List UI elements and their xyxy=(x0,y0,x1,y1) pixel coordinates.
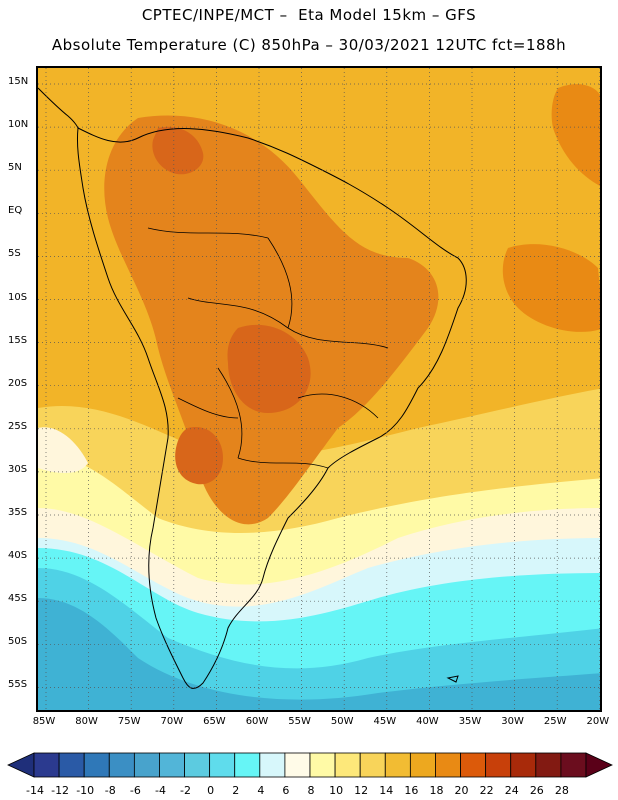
colorbar-swatch xyxy=(83,752,110,778)
colorbar-tick-label: 26 xyxy=(529,784,544,797)
colorbar-tick-label: 4 xyxy=(257,784,265,797)
lat-label: 25S xyxy=(8,420,28,432)
lon-label: 30W xyxy=(501,716,524,727)
colorbar-tick-label: 20 xyxy=(454,784,469,797)
colorbar-tick-label: 2 xyxy=(232,784,240,797)
lat-label: 15N xyxy=(8,76,29,87)
colorbar-swatch xyxy=(184,752,211,778)
colorbar-swatch xyxy=(435,752,461,778)
colorbar-tick-label: 16 xyxy=(404,784,419,797)
lon-label: 20W xyxy=(586,716,610,727)
colorbar-tick-label: 6 xyxy=(282,784,290,797)
colorbar-swatch xyxy=(234,752,261,778)
colorbar-swatch xyxy=(108,752,135,778)
lat-label: 55S xyxy=(8,679,28,691)
coastline-central-america xyxy=(38,87,79,129)
lat-label: 10S xyxy=(8,291,28,303)
field-land-hotter-1 xyxy=(227,324,311,413)
colorbar-tick-label: 18 xyxy=(429,784,444,797)
colorbar-swatch xyxy=(384,752,411,778)
field-hot-atlantic xyxy=(502,244,600,332)
lon-label: 80W xyxy=(75,716,98,727)
colorbar-swatch xyxy=(560,752,587,778)
lat-label: 40S xyxy=(8,550,28,562)
field-land-hotter-3 xyxy=(152,126,204,175)
colorbar-tick-label: -12 xyxy=(51,784,70,797)
lat-label: 10N xyxy=(8,119,29,131)
colorbar-tick-label: 14 xyxy=(379,784,394,797)
lon-label: 60W xyxy=(245,716,269,727)
colorbar-swatch xyxy=(159,752,185,778)
colorbar-swatch xyxy=(209,752,236,778)
border-lines xyxy=(147,227,389,469)
coastline-south-america xyxy=(77,127,467,689)
colorbar-under-arrow xyxy=(7,752,35,778)
field-sky-blue xyxy=(38,598,600,710)
lat-label: 20S xyxy=(8,377,28,389)
colorbar-swatch xyxy=(284,752,311,778)
colorbar-swatch xyxy=(309,752,336,778)
lat-label: 5N xyxy=(8,162,22,174)
colorbar-tick-label: -8 xyxy=(104,784,116,797)
colorbar-swatch xyxy=(510,752,537,778)
lat-label: 5S xyxy=(8,248,21,260)
colorbar-swatch xyxy=(334,752,361,778)
lat-label: 30S xyxy=(8,463,28,475)
lat-label: 50S xyxy=(8,636,28,648)
lon-label: 35W xyxy=(458,716,482,727)
colorbar-tick-label: -10 xyxy=(76,784,95,797)
lat-label: 35S xyxy=(8,507,28,518)
map-canvas xyxy=(38,68,600,710)
colorbar-tick-label: 8 xyxy=(307,784,315,797)
colorbar-tick-label: -4 xyxy=(154,784,166,797)
colorbar-tick-label: -14 xyxy=(26,784,44,797)
colorbar-tick-label: 12 xyxy=(354,784,369,797)
lon-label: 75W xyxy=(117,716,141,727)
lat-label: 45S xyxy=(8,593,28,605)
colorbar-tick-label: 0 xyxy=(207,784,215,797)
colorbar-tick-label: 22 xyxy=(479,784,494,797)
colorbar-over-arrow xyxy=(585,752,613,778)
lon-label: 55W xyxy=(288,716,311,727)
lon-label: 85W xyxy=(32,716,56,727)
temperature-map xyxy=(36,66,602,712)
colorbar-tick-label: -2 xyxy=(180,784,192,797)
field-land-hotter-2 xyxy=(175,427,223,485)
lon-label: 65W xyxy=(203,716,226,727)
colorbar-tick-label: 28 xyxy=(554,784,569,797)
colorbar-swatch xyxy=(460,752,487,778)
lat-label: EQ xyxy=(8,205,23,217)
field-blue-cyan xyxy=(38,568,600,710)
colorbar-swatch xyxy=(535,752,562,778)
colorbar-tick-label: 10 xyxy=(329,784,344,797)
map-subtitle: Absolute Temperature (C) 850hPa – 30/03/… xyxy=(51,36,567,54)
falkland-islands xyxy=(446,675,459,683)
lon-label: 40W xyxy=(416,716,439,727)
lon-label: 50W xyxy=(330,716,354,727)
colorbar-tick-label: -6 xyxy=(129,784,141,797)
field-cold-patch-west xyxy=(38,427,88,473)
map-title: CPTEC/INPE/MCT – Eta Model 15km – GFS xyxy=(141,6,477,24)
colorbar-swatch xyxy=(33,752,60,778)
colorbar-swatch xyxy=(259,752,286,778)
lon-label: 70W xyxy=(160,716,184,727)
lon-label: 45W xyxy=(373,716,397,727)
field-land-hot xyxy=(104,115,439,525)
field-hot-caribbean xyxy=(551,84,600,186)
lon-label: 25W xyxy=(543,716,567,727)
colorbar-swatch xyxy=(485,752,512,778)
lat-label: 15S xyxy=(8,334,28,346)
colorbar-swatch xyxy=(359,752,386,778)
colorbar-swatch xyxy=(133,752,160,778)
colorbar-tick-label: 24 xyxy=(504,784,519,797)
colorbar-swatch xyxy=(409,752,436,778)
colorbar-swatch xyxy=(58,752,85,778)
